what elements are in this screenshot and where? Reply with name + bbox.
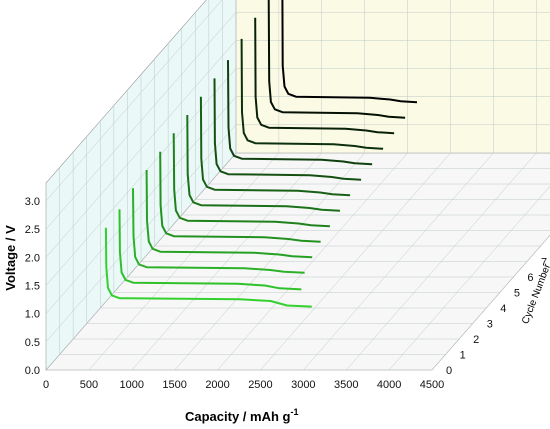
voltage-grid-line <box>45 0 223 202</box>
series-line <box>104 227 312 308</box>
series-line <box>227 60 373 166</box>
series-line <box>213 78 362 181</box>
x-tick-label: 4500 <box>420 379 444 391</box>
z-tick-label: 2 <box>473 334 479 346</box>
z-tick-label: 0 <box>446 365 452 377</box>
x-tick-label: 3500 <box>334 379 358 391</box>
z-tick-label: 1 <box>460 350 466 362</box>
tick-labels: 0 500 1000 1500 2000 2500 3000 3500 4000 45000.00… <box>25 196 547 391</box>
z-tick-label: 5 <box>514 288 520 300</box>
y-tick-label: 0.0 <box>25 365 40 377</box>
series-line <box>145 169 313 259</box>
series-line <box>132 188 305 274</box>
x-tick-label: 0 <box>43 379 49 391</box>
y-tick-label: 1.0 <box>25 309 40 321</box>
series-line <box>199 96 351 197</box>
voltage-grid-line <box>45 124 550 342</box>
y-axis-label: Voltage / V <box>3 225 18 291</box>
y-tick-label: 1.5 <box>25 281 40 293</box>
x-axis-label: Capacity / mAh g-1 <box>185 407 298 424</box>
chart-grid <box>45 0 550 371</box>
x-tick-label: 2000 <box>205 379 229 391</box>
voltage-grid-line <box>45 68 550 286</box>
y-tick-label: 0.5 <box>25 337 40 349</box>
series-line <box>267 0 406 119</box>
voltage-grid-line <box>45 40 550 258</box>
series-line <box>186 114 341 212</box>
x-tick-label: 1500 <box>162 379 186 391</box>
z-tick-label: 3 <box>487 319 493 331</box>
x-tick-label: 2500 <box>248 379 272 391</box>
x-tick-label: 4000 <box>377 379 401 391</box>
y-tick-label: 2.0 <box>25 252 40 264</box>
series-line <box>118 209 302 291</box>
z-tick-label: 6 <box>527 272 533 284</box>
x-tick-label: 1000 <box>120 379 144 391</box>
x-tick-label: 500 <box>80 379 98 391</box>
series-line <box>254 17 395 135</box>
voltage-grid-line <box>45 96 550 314</box>
series-layer <box>104 0 418 308</box>
series-line <box>159 151 321 243</box>
z-tick-label: 7 <box>541 257 547 269</box>
series-line <box>281 0 418 104</box>
y-tick-label: 2.5 <box>25 224 40 236</box>
z-tick-label: 4 <box>500 303 506 315</box>
y-tick-label: 3.0 <box>25 196 40 208</box>
x-tick-label: 3000 <box>291 379 315 391</box>
z-axis-label: Cycle Number <box>520 262 550 326</box>
chart-walls <box>45 0 550 371</box>
series-line <box>240 38 384 150</box>
voltage-grid-line <box>45 11 550 230</box>
series-line <box>172 133 330 228</box>
